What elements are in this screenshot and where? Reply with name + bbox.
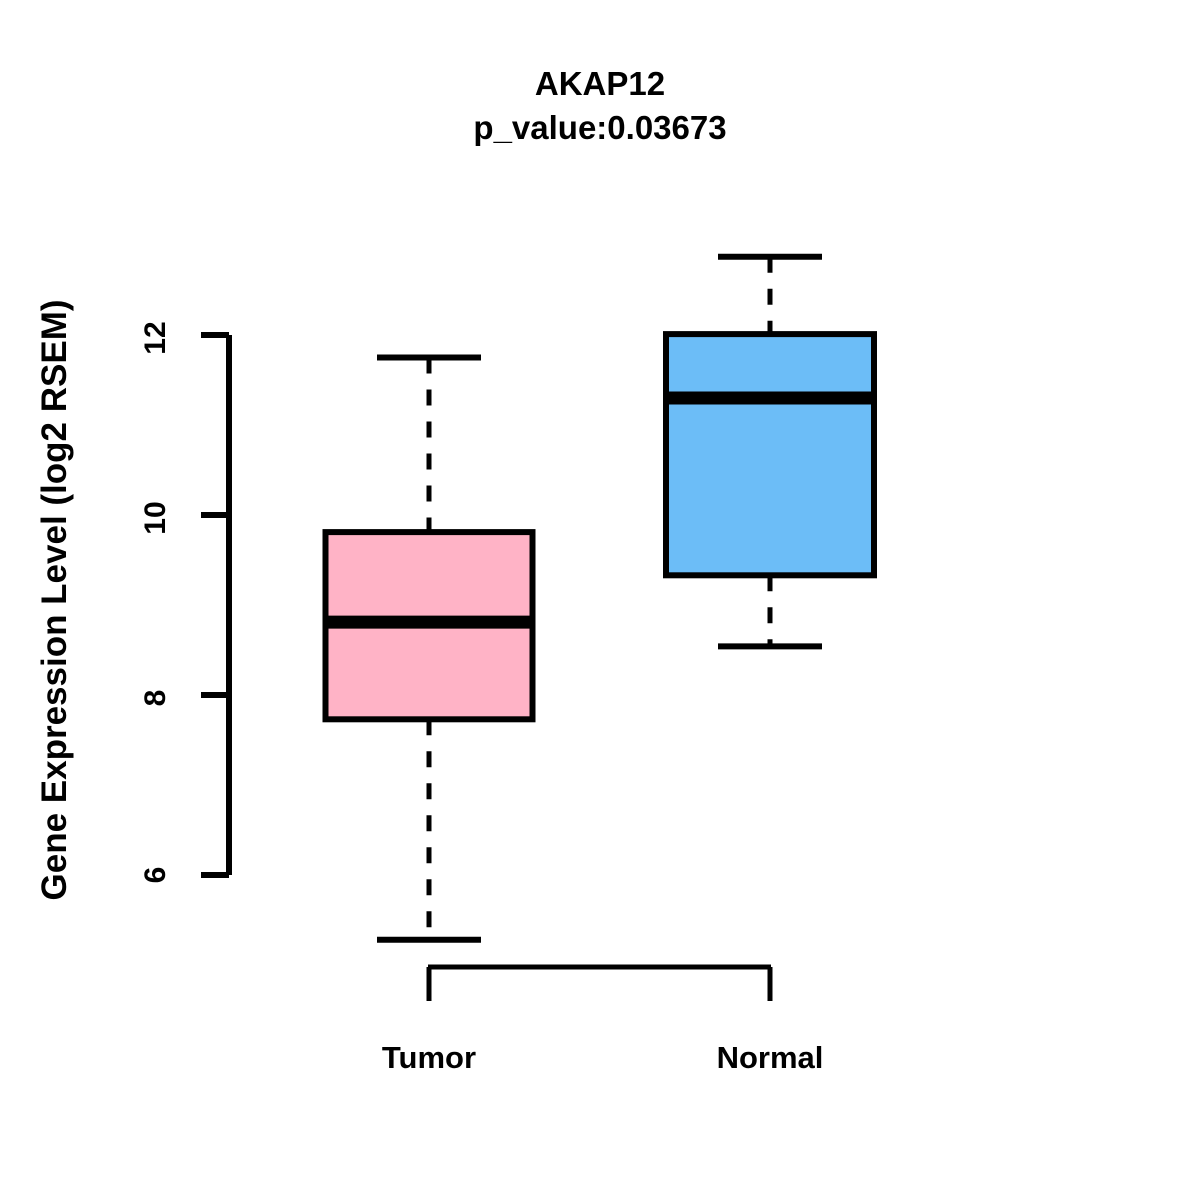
x-axis-bracket [426, 964, 773, 1001]
y-tick-label-12: 12 [139, 321, 172, 355]
box-tumor [322, 354, 536, 943]
y-tick-label-10: 10 [139, 501, 172, 535]
normal-iqr-box [663, 331, 877, 579]
x-tick-label-normal: Normal [716, 1040, 824, 1075]
y-axis [201, 332, 232, 878]
y-tick-label-6: 6 [139, 866, 172, 884]
x-tick-label-tumor: Tumor [381, 1040, 477, 1075]
y-tick-label-8: 8 [139, 689, 172, 707]
box-normal [663, 253, 877, 650]
